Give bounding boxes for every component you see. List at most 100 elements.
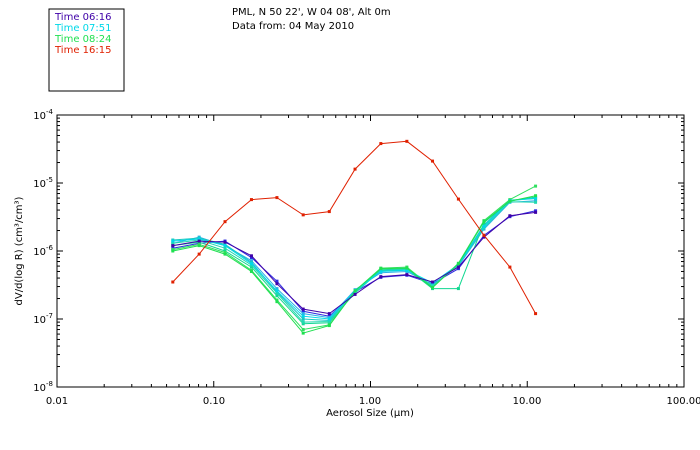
y-tick-label-0: 10-8 [33,380,53,394]
bg-series-3-point [275,294,279,298]
series-1615-point [353,167,357,171]
series-0751-point [405,268,409,272]
series-1615-point [379,142,383,146]
series-1615-point [171,280,175,284]
series-0616-point [508,214,512,218]
series-0824-point [405,266,409,270]
series-0751-point [327,317,331,321]
series-0751-point [379,269,383,273]
plot-frame [56,114,685,388]
svg-text:10-6: 10-6 [33,244,53,258]
bg-series-0-point [301,309,305,313]
bg-series-4-point [223,251,227,255]
y-tick-label-4: 10-4 [33,108,53,122]
series-1615-point [431,159,435,163]
bg-series-0-point [275,279,279,283]
bg-series-5-point [301,320,305,324]
series-0824-point [353,289,357,293]
series-0824-point [379,267,383,271]
bg-series-4-point [301,328,305,332]
bg-series-1-line [172,200,536,319]
series-0751-point [171,239,175,243]
series-0751-point [482,224,486,228]
series-0824-point [456,262,460,266]
y-tick-label-1: 10-7 [33,312,53,326]
series-0824-point [431,286,435,290]
series-1615-point [301,213,305,217]
bg-series-4-point [534,184,538,188]
y-tick-label-3: 10-5 [33,176,53,190]
legend-entry-0751: Time 07:51 [54,23,111,34]
bg-series-4-line [172,185,536,331]
series-0824-point [275,300,279,304]
bg-series-5-point [171,241,175,245]
series-1615-point [197,252,201,256]
x-tick-label-2: 1.00 [359,396,381,407]
series-0824-point [171,249,175,253]
svg-text:10-5: 10-5 [33,176,53,190]
chart-title: PML, N 50 22', W 04 08', Alt 0m [232,7,391,18]
series-0751-point [249,262,253,266]
series-0616-point [275,282,279,286]
svg-text:10-7: 10-7 [33,312,53,326]
series-1615-line [172,140,537,314]
x-tick-label-1: 0.10 [203,396,225,407]
legend-entry-0824: Time 08:24 [54,34,111,45]
bg-series-5-point [534,200,538,204]
series-0751-point [223,244,227,248]
series-1615-point [534,312,538,316]
bg-series-0-point [249,256,253,260]
bg-series-0-point [456,267,460,271]
series-0751-point [197,237,201,241]
bg-series-1-point [249,259,253,263]
series-1615-point [456,197,460,201]
series-0751-point [275,289,279,293]
series-0616-point [431,280,435,284]
series-0616-point [327,312,331,316]
bg-series-1-point [534,199,538,203]
series-0751-point [301,314,305,318]
series-1615-point [223,220,227,224]
bg-series-1-point [301,312,305,316]
bg-series-3-point [223,249,227,253]
bg-series-3-point [301,322,305,326]
bg-series-1-point [275,287,279,291]
series-0616-point [249,254,253,258]
series-0751-line [172,197,536,320]
bg-series-2-point [301,317,305,321]
y-tick-label-2: 10-6 [33,244,53,258]
legend-entry-1615: Time 16:15 [54,45,111,56]
x-tick-label-4: 100.00 [667,396,700,407]
bg-series-5-point [275,291,279,295]
series-0616-point [171,244,175,248]
series-0824-point [508,199,512,203]
chart-subtitle: Data from: 04 May 2010 [232,21,354,32]
series-0616-point [379,275,383,279]
svg-text:10-8: 10-8 [33,380,53,394]
svg-text:10-4: 10-4 [33,108,53,122]
bg-series-5-point [327,319,331,323]
bg-series-0-point [534,209,538,213]
series-0616-point [353,292,357,296]
bg-series-3-point [456,287,460,291]
axis-ticks [56,115,684,388]
y-axis-label: dV/d(log R) (cm³/cm³) [14,196,25,305]
series-0616-point [482,235,486,239]
series-0616-line [172,211,536,315]
series-0824-point [534,194,538,198]
series-layer [171,139,538,335]
bg-series-3-point [249,265,253,269]
bg-series-2-line [172,198,536,322]
series-0751-point [534,196,538,200]
series-1615-point [327,210,331,214]
series-0616-point [223,240,227,244]
bg-series-5-point [431,284,435,288]
series-0616-point [197,239,201,243]
series-1615-point [275,196,279,200]
x-axis-label: Aerosol Size (μm) [326,408,414,419]
x-tick-label-0: 0.01 [46,396,68,407]
series-0616-point [405,273,409,277]
legend-entry-0616: Time 06:16 [54,12,111,23]
bg-series-4-point [275,298,279,302]
